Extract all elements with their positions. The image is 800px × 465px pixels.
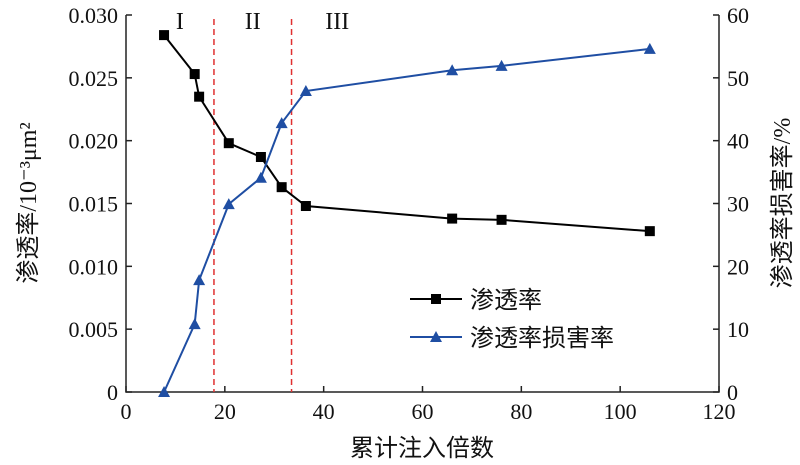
square-marker: [159, 30, 170, 41]
y-axis-left-label: 渗透率/10⁻³μm²: [15, 122, 42, 283]
square-marker: [447, 213, 458, 224]
triangle-marker: [495, 59, 508, 71]
square-marker: [255, 152, 266, 163]
y-left-tick-label: 0.005: [69, 317, 119, 342]
x-tick-label: 100: [604, 399, 637, 424]
y-right-tick-label: 10: [727, 317, 749, 342]
y-right-tick-label: 20: [727, 254, 749, 279]
y-right-tick-label: 0: [727, 380, 738, 405]
legend-label: 渗透率损害率: [470, 325, 614, 352]
y-left-tick-label: 0.015: [69, 192, 119, 217]
x-tick-label: 80: [510, 399, 532, 424]
y-left-tick-label: 0.030: [69, 3, 119, 28]
triangle-marker: [275, 117, 288, 129]
y-axis-right-label: 渗透率损害率/%: [769, 118, 796, 289]
square-marker: [276, 182, 287, 193]
region-label: I: [176, 9, 184, 35]
square-marker: [644, 226, 655, 237]
series-line: [163, 47, 650, 393]
square-marker: [223, 138, 234, 149]
x-tick-label: 40: [313, 399, 335, 424]
y-right-tick-label: 30: [727, 192, 749, 217]
y-left-tick-label: 0.020: [69, 129, 119, 154]
y-left-tick-label: 0.025: [69, 66, 119, 91]
x-tick-label: 20: [214, 399, 236, 424]
square-marker: [431, 294, 441, 304]
series-1: [159, 30, 655, 237]
series-2: [158, 42, 656, 397]
y-right-tick-label: 50: [727, 66, 749, 91]
x-tick-label: 60: [412, 399, 434, 424]
square-marker: [194, 91, 205, 102]
triangle-marker: [430, 331, 442, 342]
region-label: II: [245, 9, 261, 35]
triangle-marker: [299, 85, 312, 97]
y-left-tick-label: 0: [107, 380, 118, 405]
triangle-marker: [222, 198, 235, 210]
y-right-tick-label: 60: [727, 3, 749, 28]
y-left-tick-label: 0.010: [69, 254, 119, 279]
square-marker: [300, 201, 311, 212]
x-tick-label: 0: [121, 399, 132, 424]
triangle-marker: [188, 318, 201, 330]
triangle-marker: [158, 386, 171, 397]
triangle-marker: [254, 171, 267, 183]
triangle-marker: [643, 42, 656, 54]
square-marker: [496, 214, 507, 225]
series-line: [163, 34, 650, 233]
x-tick-label: 120: [703, 399, 736, 424]
region-label: III: [325, 9, 349, 35]
triangle-marker: [446, 64, 459, 76]
triangle-marker: [193, 274, 206, 286]
y-right-tick-label: 40: [727, 129, 749, 154]
legend-label: 渗透率: [470, 287, 542, 314]
square-marker: [189, 69, 200, 80]
x-axis-label: 累计注入倍数: [350, 435, 494, 462]
axes-frame: [125, 15, 720, 393]
